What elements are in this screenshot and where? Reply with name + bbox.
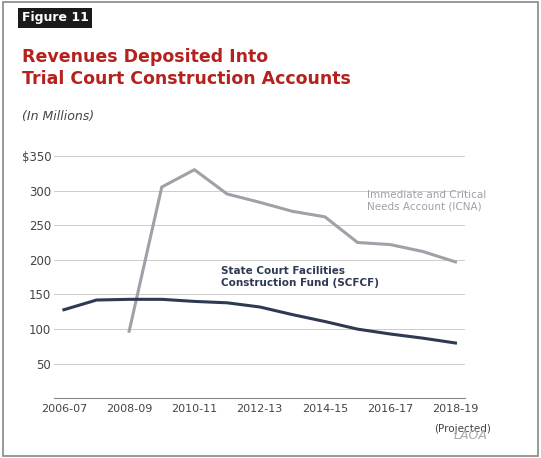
Text: Figure 11: Figure 11	[22, 11, 89, 24]
Text: State Court Facilities
Construction Fund (SCFCF): State Court Facilities Construction Fund…	[221, 267, 379, 288]
Text: (In Millions): (In Millions)	[22, 110, 94, 123]
Text: Revenues Deposited Into
Trial Court Construction Accounts: Revenues Deposited Into Trial Court Cons…	[22, 48, 351, 87]
Text: (Projected): (Projected)	[434, 424, 491, 434]
Text: LAOA: LAOA	[454, 429, 487, 442]
Text: Immediate and Critical
Needs Account (ICNA): Immediate and Critical Needs Account (IC…	[367, 190, 486, 212]
